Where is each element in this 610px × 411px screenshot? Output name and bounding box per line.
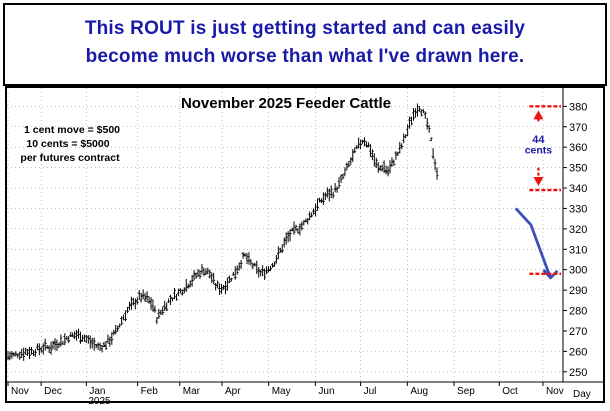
x-month-label: Oct	[502, 386, 518, 397]
chart-title: November 2025 Feeder Cattle	[181, 95, 391, 112]
y-tick-label: 310	[569, 244, 587, 256]
x-year-label: 2025	[88, 396, 111, 407]
headline-box: This ROUT is just getting started and ca…	[3, 3, 607, 86]
headline-line-2: become much worse than what I've drawn h…	[85, 46, 525, 67]
y-tick-label: 370	[569, 122, 587, 134]
x-month-label: Jul	[364, 386, 377, 397]
x-month-label: Nov	[546, 386, 564, 397]
measure-arrowhead-up	[533, 110, 544, 120]
measure-arrowhead-down	[533, 177, 544, 187]
move-label-unit: cents	[525, 144, 553, 156]
y-tick-label: 340	[569, 183, 587, 195]
y-tick-label: 260	[569, 346, 587, 358]
y-tick-label: 270	[569, 326, 587, 338]
y-tick-label: 280	[569, 306, 587, 318]
x-month-label: May	[272, 386, 291, 397]
x-month-label: Aug	[410, 386, 428, 397]
y-tick-label: 350	[569, 163, 587, 175]
x-month-label: Sep	[457, 386, 475, 397]
x-month-label: Jan	[89, 386, 105, 397]
x-month-label: Apr	[225, 386, 241, 397]
x-month-label: Mar	[183, 386, 201, 397]
x-month-label: Dec	[44, 386, 62, 397]
note-text: 1 cent move = $500	[24, 124, 120, 136]
y-tick-label: 300	[569, 265, 587, 277]
y-tick-label: 330	[569, 203, 587, 215]
headline-line-1: This ROUT is just getting started and ca…	[84, 18, 526, 39]
projection-line	[514, 207, 552, 279]
y-tick-label: 290	[569, 285, 587, 297]
x-month-label: Feb	[141, 386, 159, 397]
x-corner-label: Day	[573, 389, 591, 400]
move-label-number: 44	[532, 134, 545, 146]
y-tick-label: 320	[569, 224, 587, 236]
note-text: 10 cents = $5000	[26, 138, 109, 150]
note-text: per futures contract	[20, 152, 120, 164]
y-tick-label: 380	[569, 101, 587, 113]
x-month-label: Jun	[318, 386, 334, 397]
y-tick-label: 250	[569, 367, 587, 379]
x-month-label: Nov	[11, 386, 29, 397]
y-tick-label: 360	[569, 142, 587, 154]
